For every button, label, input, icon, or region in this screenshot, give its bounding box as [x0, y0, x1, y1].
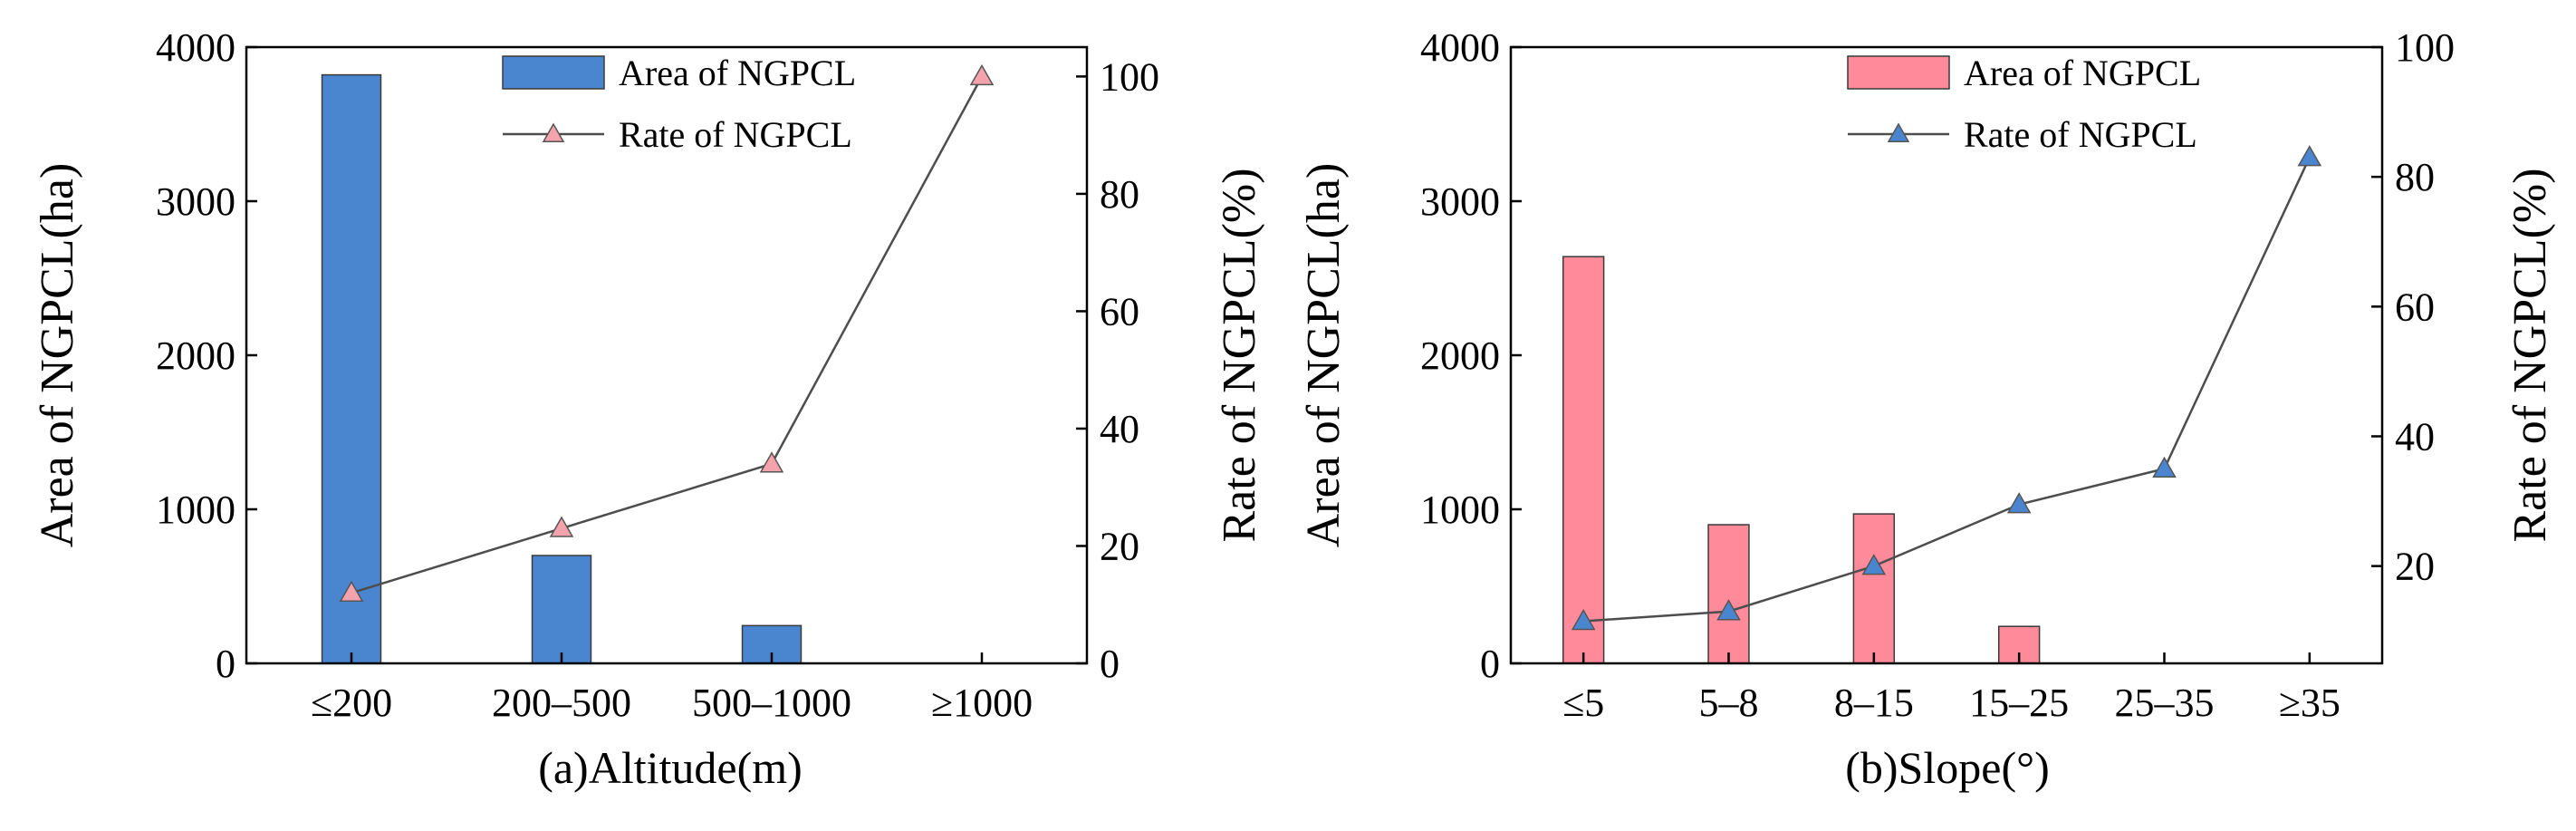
bar-1: [531, 555, 592, 664]
y-axis-title: Area of NGPCL(ha): [32, 163, 83, 548]
y-tick-label-0: 0: [216, 642, 235, 686]
y2-tick-label-4: 80: [1100, 172, 1139, 217]
rate-point-1: [1716, 599, 1741, 621]
bar-0: [321, 73, 382, 664]
y2-tick-label-0: 20: [2395, 545, 2435, 589]
rate-point-3: [2006, 492, 2032, 514]
legend-line-label: Rate of NGPCL: [619, 114, 852, 155]
rate-point-3: [969, 63, 995, 86]
y-tick-label-2: 2000: [1420, 333, 1500, 378]
bar-0: [1562, 256, 1605, 664]
chart-panel-slope: 0 1000 2000 3000 4000 20 40 60 80 100 ≤5 5–8 8–15 15–…: [1298, 25, 2556, 793]
x-tick-label-1: 5–8: [1699, 681, 1759, 725]
y2-tick-label-2: 60: [2395, 285, 2435, 329]
y2-tick-label-0: 0: [1100, 642, 1120, 686]
rate-point-4: [2152, 456, 2177, 478]
rate-point-5: [2297, 145, 2322, 167]
y2-axis-title: Rate of NGPCL(%): [1214, 168, 1265, 542]
legend-bar-swatch: [1847, 55, 1950, 90]
y-axis-title: Area of NGPCL(ha): [1298, 163, 1350, 548]
x-tick-label-1: 200–500: [492, 681, 631, 725]
y-tick-label-1: 1000: [156, 488, 235, 532]
y-tick-label-4: 4000: [156, 25, 235, 70]
y2-tick-label-3: 80: [2395, 155, 2435, 199]
y-tick-label-1: 1000: [1420, 488, 1500, 532]
legend-line-label: Rate of NGPCL: [1964, 114, 2197, 155]
x-tick-label-2: 8–15: [1834, 681, 1914, 725]
x-tick-label-5: ≥35: [2279, 681, 2341, 725]
x-tick-label-4: 25–35: [2115, 681, 2215, 725]
x-tick-label-3: ≥1000: [931, 681, 1033, 725]
legend-bar-swatch: [502, 55, 605, 90]
y2-tick-label-3: 60: [1100, 289, 1139, 333]
y-tick-label-2: 2000: [156, 333, 235, 378]
y2-axis-title: Rate of NGPCL(%): [2504, 168, 2556, 542]
bar-2: [1852, 513, 1896, 664]
y-tick-label-3: 3000: [1420, 179, 1500, 224]
rate-line: [351, 75, 984, 594]
x-tick-label-3: 15–25: [1969, 681, 2069, 725]
rate-point-2: [1861, 554, 1887, 575]
y-tick-label-4: 4000: [1420, 25, 1500, 70]
x-axis-title: (b)Slope(°): [1845, 742, 2050, 793]
rate-point-2: [759, 451, 784, 473]
y2-tick-label-1: 40: [2395, 414, 2435, 459]
x-tick-label-0: ≤5: [1562, 681, 1604, 725]
x-axis-title: (a)Altitude(m): [538, 742, 803, 793]
y-tick-label-0: 0: [1480, 642, 1500, 686]
x-tick-label-0: ≤200: [311, 681, 392, 725]
legend-line-marker: [542, 122, 565, 142]
legend-line-marker: [1887, 122, 1910, 142]
x-tick-label-2: 500–1000: [692, 681, 851, 725]
rate-point-1: [549, 516, 574, 537]
legend-bar-label: Area of NGPCL: [1964, 53, 2201, 93]
y-tick-label-3: 3000: [156, 179, 235, 224]
y2-tick-label-2: 40: [1100, 407, 1139, 451]
y2-tick-label-4: 100: [2395, 25, 2455, 70]
y2-tick-label-5: 100: [1100, 54, 1159, 99]
chart-panel-altitude: 0 1000 2000 3000 4000 0 20 40 60 80 100 ≤200 200–500…: [32, 25, 1265, 793]
rate-point-0: [339, 580, 364, 603]
plot-frame: [1509, 45, 2384, 665]
bar-1: [1707, 524, 1750, 664]
y2-tick-label-1: 20: [1100, 524, 1139, 568]
rate-line: [1583, 157, 2311, 623]
legend-bar-label: Area of NGPCL: [619, 53, 856, 93]
rate-point-0: [1571, 608, 1596, 631]
